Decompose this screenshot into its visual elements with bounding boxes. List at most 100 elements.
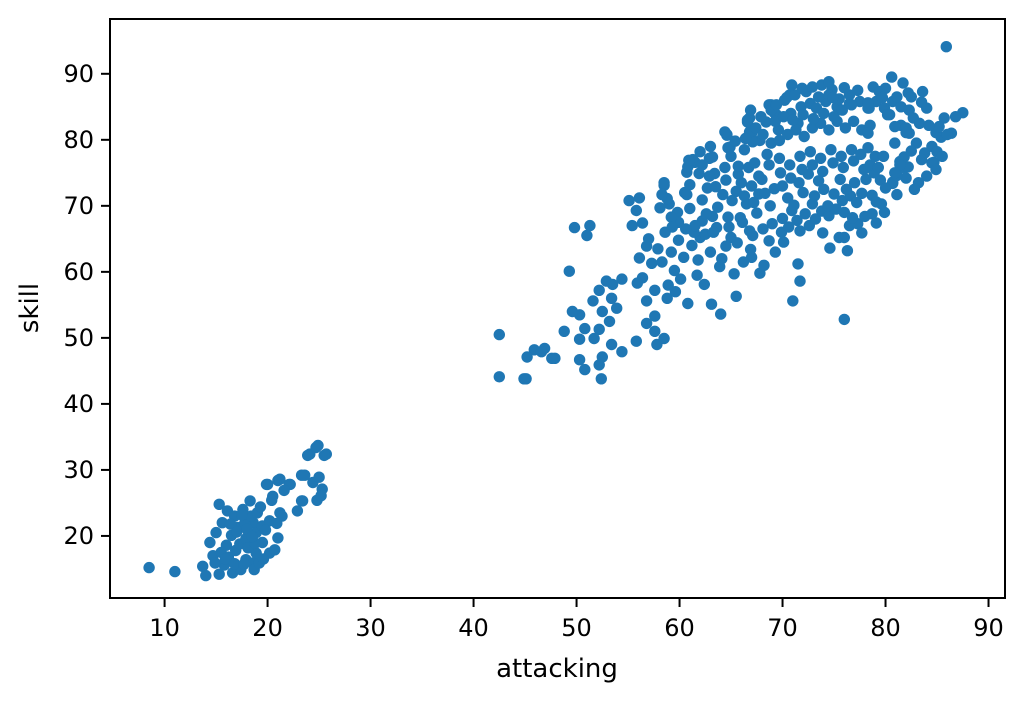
data-point bbox=[841, 245, 854, 257]
data-point bbox=[923, 119, 935, 131]
data-point bbox=[825, 144, 837, 156]
data-point bbox=[658, 332, 670, 345]
x-axis-ticks: 10 20 30 40 50 60 70 80 90 bbox=[149, 598, 1004, 642]
data-point bbox=[722, 142, 734, 154]
data-point bbox=[197, 560, 209, 572]
data-point bbox=[694, 146, 706, 158]
y-tick-label: 80 bbox=[63, 126, 94, 154]
data-point bbox=[605, 292, 618, 304]
data-point bbox=[879, 182, 892, 194]
data-point bbox=[672, 234, 685, 246]
data-point bbox=[266, 494, 278, 506]
data-point bbox=[835, 150, 847, 162]
data-point bbox=[704, 140, 717, 153]
data-point bbox=[725, 150, 737, 162]
data-point bbox=[908, 183, 921, 195]
data-point bbox=[866, 208, 878, 220]
data-point bbox=[587, 295, 599, 307]
data-point bbox=[707, 226, 720, 238]
data-point bbox=[588, 332, 600, 345]
x-tick-label: 60 bbox=[664, 614, 695, 642]
data-point bbox=[796, 163, 808, 176]
data-point bbox=[640, 317, 653, 330]
data-point bbox=[732, 160, 744, 172]
data-point bbox=[611, 302, 623, 314]
data-point bbox=[823, 124, 835, 136]
data-point bbox=[851, 196, 863, 209]
data-point bbox=[828, 188, 840, 200]
data-point bbox=[231, 526, 243, 538]
data-point bbox=[546, 352, 558, 364]
data-point bbox=[809, 213, 822, 225]
data-point bbox=[761, 148, 773, 160]
data-point bbox=[862, 127, 874, 139]
x-tick-label: 20 bbox=[252, 614, 283, 642]
data-point bbox=[558, 325, 570, 337]
data-point bbox=[493, 328, 505, 341]
data-point bbox=[745, 180, 758, 192]
data-point bbox=[593, 359, 605, 371]
data-point bbox=[315, 490, 327, 502]
data-point bbox=[244, 495, 256, 507]
data-point bbox=[272, 532, 284, 544]
data-point bbox=[521, 351, 533, 363]
data-point bbox=[827, 157, 839, 169]
data-point bbox=[169, 565, 181, 578]
data-point bbox=[794, 225, 806, 237]
data-point bbox=[566, 305, 579, 318]
data-point bbox=[584, 219, 596, 232]
data-point bbox=[856, 227, 868, 239]
data-point bbox=[649, 310, 661, 322]
data-point bbox=[940, 41, 952, 53]
data-point bbox=[726, 194, 738, 207]
data-point bbox=[785, 172, 797, 184]
data-point bbox=[684, 179, 696, 191]
data-point bbox=[845, 144, 858, 156]
data-point bbox=[257, 553, 270, 565]
data-point bbox=[269, 544, 281, 556]
data-point bbox=[692, 254, 704, 266]
data-point bbox=[792, 258, 804, 270]
data-point bbox=[796, 82, 808, 95]
data-point bbox=[626, 219, 638, 232]
data-point bbox=[876, 91, 889, 104]
data-point bbox=[662, 279, 674, 291]
data-point bbox=[848, 177, 861, 189]
data-point bbox=[757, 223, 769, 235]
y-tick-label: 30 bbox=[63, 456, 94, 484]
data-point bbox=[823, 76, 835, 88]
data-point bbox=[773, 152, 786, 164]
data-point bbox=[845, 99, 858, 111]
data-point bbox=[668, 264, 681, 277]
data-point bbox=[744, 243, 757, 256]
data-point bbox=[891, 188, 903, 201]
data-point bbox=[595, 373, 607, 385]
data-point bbox=[748, 196, 760, 209]
data-point bbox=[759, 187, 771, 199]
data-point bbox=[683, 154, 695, 166]
data-point bbox=[769, 115, 781, 128]
data-point bbox=[807, 113, 820, 125]
data-point bbox=[228, 558, 241, 570]
data-point bbox=[689, 219, 701, 232]
data-point bbox=[818, 107, 830, 120]
data-point bbox=[236, 509, 248, 521]
data-point bbox=[731, 237, 743, 249]
data-point bbox=[753, 170, 765, 182]
data-point bbox=[729, 135, 741, 147]
data-point bbox=[318, 449, 330, 462]
data-point bbox=[684, 202, 696, 215]
y-tick-label: 70 bbox=[63, 192, 94, 220]
data-point bbox=[791, 214, 803, 227]
data-point bbox=[881, 109, 894, 121]
data-point bbox=[274, 473, 286, 485]
data-point bbox=[593, 284, 605, 296]
data-point bbox=[680, 223, 692, 235]
data-point bbox=[700, 208, 712, 220]
data-point bbox=[847, 155, 860, 167]
data-point bbox=[681, 188, 693, 201]
data-point bbox=[735, 177, 747, 189]
data-point bbox=[213, 498, 225, 510]
x-tick-label: 10 bbox=[149, 614, 180, 642]
